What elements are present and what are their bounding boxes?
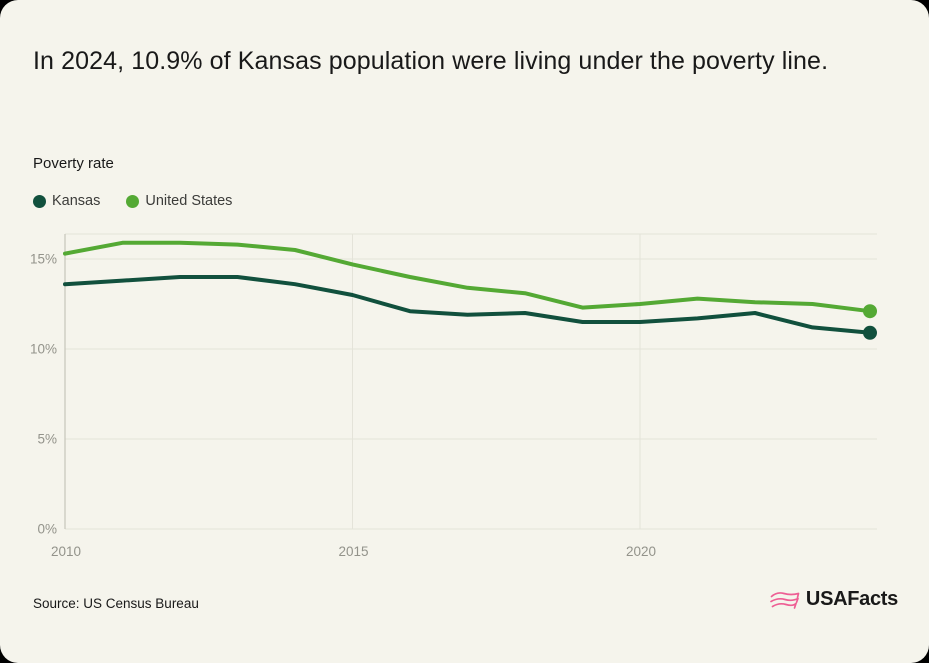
kansas-end-dot[interactable]	[863, 325, 877, 340]
metric-label: Poverty rate	[33, 155, 114, 172]
usafacts-logo: USAFacts	[769, 588, 898, 611]
y-tick-label: 5%	[37, 432, 57, 447]
kansas-swatch-icon	[33, 194, 46, 208]
united-states-end-dot[interactable]	[863, 304, 877, 319]
legend: Kansas United States	[33, 193, 232, 209]
chart-title: In 2024, 10.9% of Kansas population were…	[33, 47, 829, 75]
y-tick-label: 0%	[37, 522, 57, 537]
legend-label-united-states: United States	[145, 193, 233, 209]
source-note: Source: US Census Bureau	[33, 596, 199, 611]
usafacts-logo-text: USAFacts	[805, 588, 898, 610]
united-states-line[interactable]	[63, 240, 872, 314]
x-tick-label: 2010	[51, 544, 81, 559]
united-states-swatch-icon	[126, 194, 140, 208]
y-tick-label: 15%	[30, 252, 57, 267]
kansas-line[interactable]	[63, 275, 872, 335]
legend-item-united-states: United States	[126, 193, 232, 209]
usa-map-icon	[770, 592, 800, 609]
x-tick-label: 2015	[338, 544, 368, 559]
x-tick-label: 2020	[626, 544, 656, 559]
y-tick-label: 10%	[30, 342, 57, 357]
legend-label-kansas: Kansas	[52, 193, 101, 209]
legend-item-kansas: Kansas	[33, 193, 100, 209]
